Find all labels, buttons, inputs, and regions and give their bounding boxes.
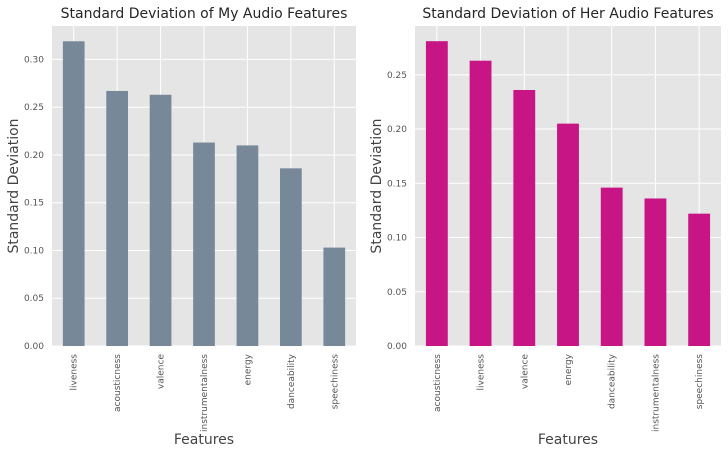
y-tick-label: 0.25: [387, 71, 407, 81]
y-tick-label: 0.15: [24, 199, 44, 209]
bar-valence: [149, 94, 172, 346]
x-axis-label: Features: [538, 432, 598, 448]
x-tick-label: energy: [243, 353, 253, 385]
y-tick-label: 0.10: [24, 246, 44, 256]
bar-instrumentalness: [193, 142, 215, 346]
bar-speechiness: [688, 213, 711, 346]
y-axis-label: Standard Deviation: [6, 118, 22, 253]
x-tick-label: liveness: [70, 354, 80, 391]
bar-liveness: [469, 60, 492, 347]
chart-title: Standard Deviation of Her Audio Features: [422, 6, 713, 22]
y-tick-label: 0.05: [387, 288, 407, 298]
y-tick-label: 0.05: [24, 294, 44, 304]
bar-danceability: [280, 168, 302, 346]
bar-acousticness: [106, 90, 128, 346]
bar-valence: [513, 90, 536, 346]
y-tick-label: 0.20: [387, 125, 407, 135]
y-tick-label: 0.15: [387, 179, 407, 189]
bar-energy: [236, 145, 259, 346]
y-tick-label: 0.00: [24, 342, 44, 352]
y-tick-label: 0.10: [387, 234, 407, 244]
x-tick-label: instrumentalness: [651, 354, 661, 432]
bar-liveness: [62, 41, 85, 347]
x-tick-label: valence: [520, 354, 530, 390]
x-tick-label: danceability: [287, 353, 297, 409]
y-axis-label: Standard Deviation: [369, 118, 385, 253]
y-tick-label: 0.25: [24, 103, 44, 113]
bar-danceability: [600, 187, 623, 346]
x-tick-label: liveness: [477, 354, 487, 391]
x-tick-label: acousticness: [433, 354, 443, 412]
bar-speechiness: [323, 247, 346, 346]
x-tick-label: acousticness: [113, 354, 123, 412]
bar-energy: [557, 123, 579, 346]
x-axis-label: Features: [174, 432, 234, 448]
y-tick-label: 0.30: [24, 55, 44, 65]
y-tick-label: 0.20: [24, 151, 44, 161]
chart-title: Standard Deviation of My Audio Features: [61, 6, 348, 22]
chart-panel-her-features: 0.00 0.05 0.10 0.15 0.20 0.25 acousticness liv…: [369, 6, 721, 448]
y-tick-label: 0.00: [387, 342, 407, 352]
x-tick-label: energy: [564, 353, 574, 385]
chart-panel-my-features: 0.00 0.05 0.10 0.15 0.20 0.25 0.30 liveness aco…: [6, 6, 356, 448]
x-tick-label: valence: [157, 354, 167, 390]
x-tick-label: speechiness: [695, 354, 705, 410]
x-tick-label: speechiness: [330, 354, 340, 410]
bar-instrumentalness: [644, 198, 667, 346]
x-tick-label: danceability: [608, 353, 618, 409]
bar-acousticness: [425, 41, 448, 347]
x-tick-label: instrumentalness: [200, 354, 210, 432]
